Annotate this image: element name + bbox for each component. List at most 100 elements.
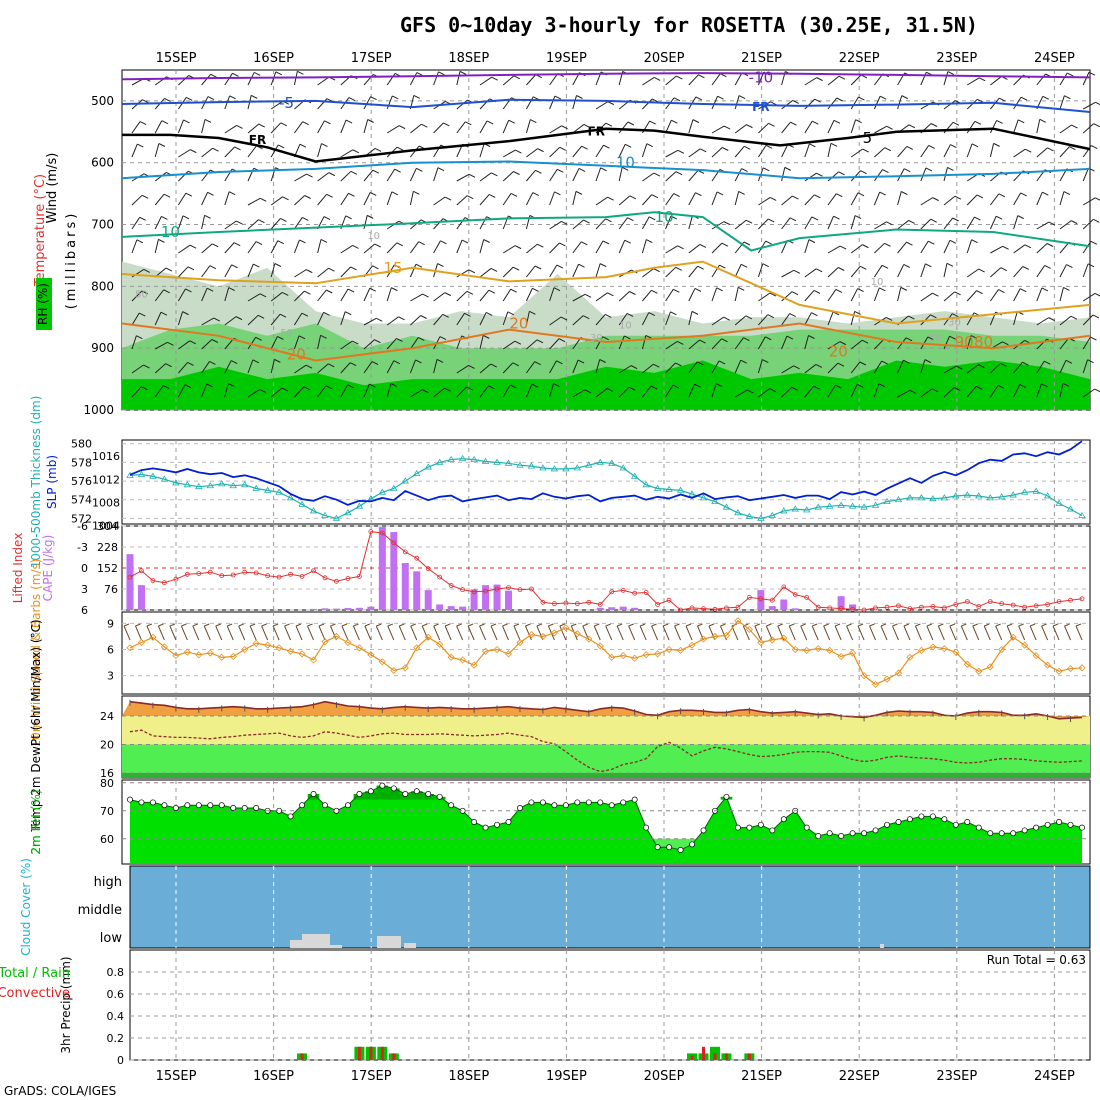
wind-barb	[711, 338, 722, 350]
pressure-tick-label: 700	[91, 218, 114, 232]
wind-barb	[781, 195, 793, 206]
wind10m-point	[516, 638, 524, 647]
wind-barb-flag	[721, 338, 728, 343]
wind-barb	[804, 239, 810, 254]
cape-bar	[413, 571, 421, 610]
precip-tick: 0	[117, 1054, 124, 1067]
wind-barb	[433, 71, 439, 86]
wind-barb	[363, 317, 377, 326]
wind-barb	[433, 167, 439, 182]
wind-barb-flag	[274, 358, 281, 363]
isotherm-label: -10	[749, 68, 774, 86]
rh-point	[253, 805, 260, 811]
wind-barb	[1059, 264, 1067, 278]
surface-wind-barb-flag	[754, 623, 761, 627]
wind-barb	[317, 363, 329, 374]
temp-tick: 20	[100, 738, 114, 751]
wind-barb-flag	[675, 171, 683, 176]
wind-barb-flag	[812, 120, 819, 125]
wind-barb	[154, 341, 168, 350]
wind-barb-flag	[1047, 147, 1054, 152]
wind-barb	[804, 312, 812, 326]
wind-barb-flag	[1024, 244, 1032, 249]
wind-barb-flag	[581, 145, 588, 150]
thickness-point	[240, 481, 249, 488]
wind10m-point	[183, 648, 191, 656]
wind-barb-flag	[769, 292, 777, 297]
wind-barb-flag	[1022, 361, 1029, 366]
wind-barb-flag	[370, 96, 377, 101]
wind-barb-flag	[974, 120, 982, 125]
surface-wind-barb-flag	[662, 623, 669, 627]
wind-barb-flag	[976, 385, 983, 390]
wind-barb	[897, 168, 905, 182]
wind-barb-flag	[673, 288, 680, 293]
wind-barb-flag	[811, 216, 819, 221]
wind-barb-flag	[415, 359, 422, 364]
wind-barb-flag	[306, 269, 313, 274]
surface-wind-barb	[215, 625, 223, 641]
wind-barb-flag	[813, 290, 821, 294]
ylabel-precip-conv: Convective	[0, 986, 70, 1001]
wind-barb-flag	[924, 359, 932, 364]
wind-barb-flag	[488, 385, 495, 390]
wind-barb-flag	[1041, 383, 1048, 388]
wind-barb	[456, 239, 463, 254]
rh-point	[402, 791, 409, 797]
wind-barb-flag	[697, 170, 705, 174]
wind-barb	[247, 337, 257, 350]
lifted-tick: 0	[81, 562, 88, 575]
wind-barb-flag	[997, 384, 1005, 389]
surface-wind-barb-flag	[284, 623, 290, 627]
wind-barb-flag	[952, 313, 959, 318]
rh-point	[654, 844, 661, 851]
thickness-point	[424, 463, 432, 470]
surface-wind-barb-flag	[1018, 623, 1024, 627]
surface-wind-barb	[559, 625, 567, 641]
wind-barb	[1082, 197, 1096, 206]
wind-barb	[897, 360, 904, 374]
wind-barb-flag	[1044, 360, 1051, 365]
wind10m-point	[688, 641, 696, 649]
wind-barb-flag	[1094, 388, 1100, 393]
wind10m-point	[355, 644, 363, 652]
wind-barb-flag	[946, 262, 954, 267]
wind-barb	[943, 240, 951, 254]
wind-barb	[549, 191, 555, 206]
thickness-point	[573, 464, 582, 471]
wind-barb-flag	[556, 360, 563, 365]
wind-barb	[178, 340, 191, 350]
lifted-point	[884, 604, 890, 610]
surface-wind-barb-flag	[261, 623, 267, 627]
wind10m-point	[780, 634, 788, 642]
wind-barb-flag	[1087, 263, 1095, 268]
cape-bar	[596, 607, 604, 610]
isotherm-label: -5	[279, 94, 294, 112]
cape-bar	[401, 563, 409, 610]
wind-barb	[479, 194, 490, 206]
wind-barb-flag	[468, 269, 476, 274]
wind-barb	[1036, 147, 1048, 158]
wind-barb	[781, 291, 793, 302]
wind-barb-flag	[465, 121, 472, 126]
surface-wind-barb	[582, 625, 590, 641]
wind-barb-flag	[253, 263, 260, 268]
lifted-point	[632, 590, 638, 596]
wind-barb-flag	[954, 195, 962, 200]
surface-wind-barb-flag	[617, 623, 623, 627]
wind10m-point	[447, 653, 455, 661]
precip-tick: 0.6	[107, 988, 125, 1001]
wind-barb-flag	[439, 336, 447, 341]
wind-barb-flag	[695, 192, 702, 197]
thickness-point	[711, 497, 719, 504]
wind-barb	[201, 192, 209, 206]
wind-barb-flag	[645, 334, 653, 339]
lifted-point	[724, 605, 729, 611]
wind-barb	[247, 263, 254, 278]
rh-point	[161, 802, 168, 809]
wind-barb	[874, 147, 886, 158]
wind-barb-flag	[996, 119, 1003, 124]
wind-barb-flag	[861, 339, 869, 344]
wind-barb-flag	[741, 168, 748, 173]
wind-barb-flag	[324, 120, 331, 125]
